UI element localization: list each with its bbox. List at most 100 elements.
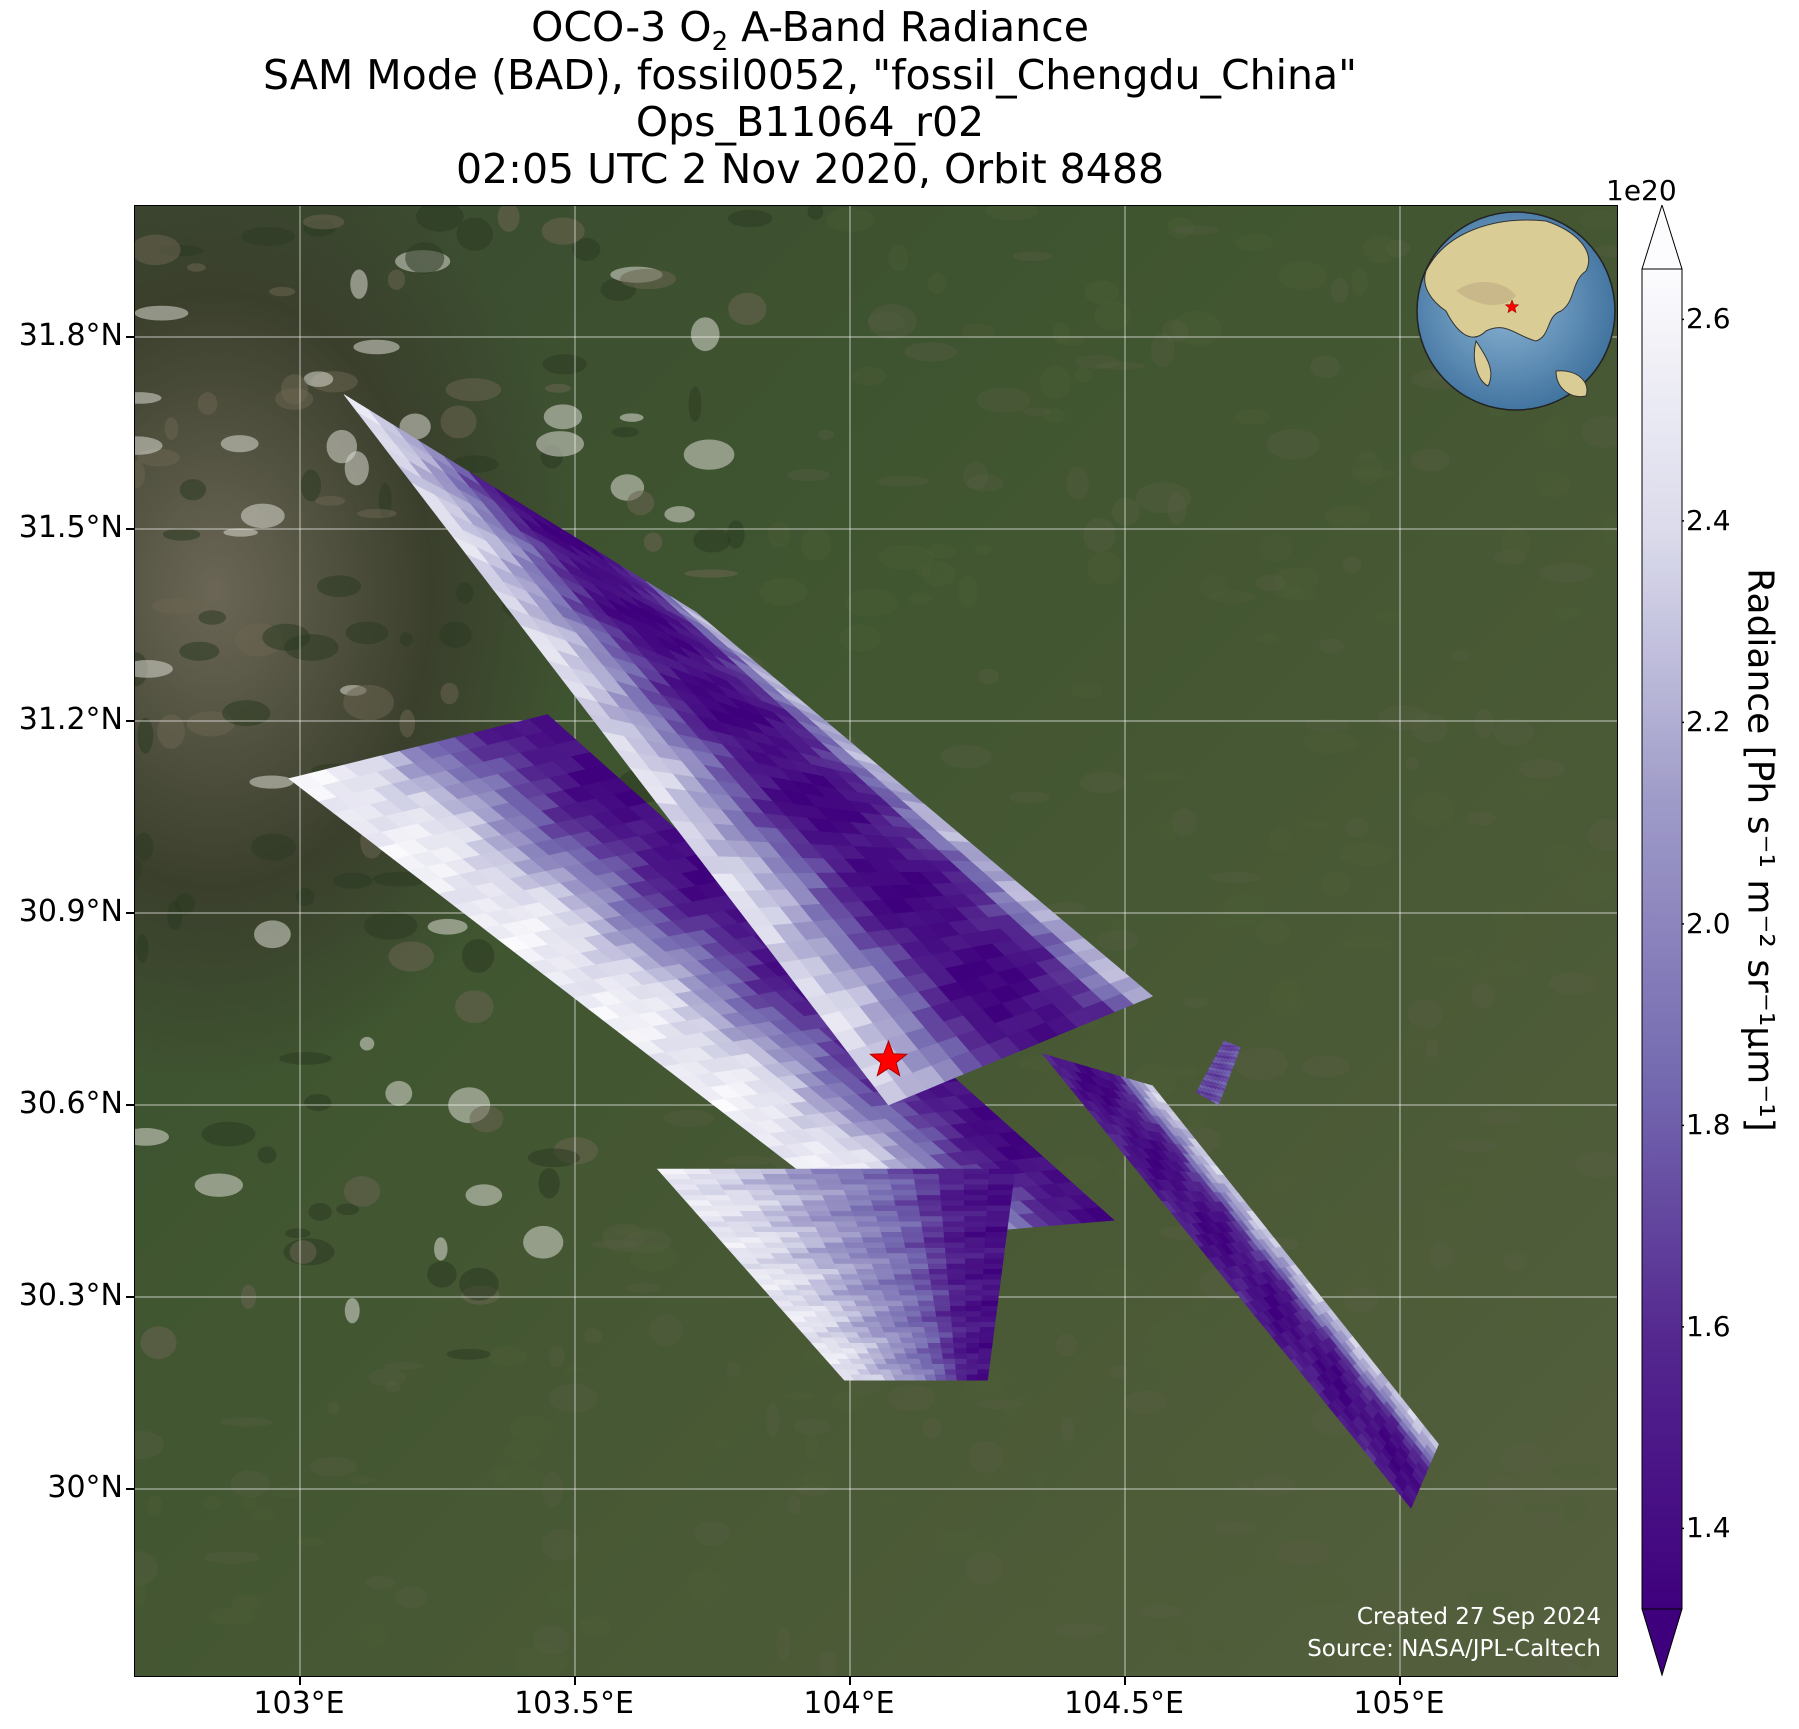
radiance-cell — [721, 1216, 749, 1223]
terrain-patch — [456, 217, 494, 251]
terrain-patch — [179, 479, 207, 501]
radiance-cell — [686, 1173, 717, 1180]
terrain-patch — [564, 1365, 584, 1374]
radiance-cell — [803, 1242, 828, 1249]
radiance-cell — [834, 1295, 855, 1302]
terrain-patch — [584, 1328, 603, 1344]
radiance-cell — [821, 1274, 844, 1281]
terrain-patch — [1552, 1464, 1603, 1480]
colorbar-max-extend — [1641, 205, 1683, 270]
terrain-patch — [208, 1607, 256, 1626]
radiance-cell — [965, 1305, 982, 1312]
longitude-tick-mark — [299, 1677, 301, 1685]
radiance-cell — [938, 1179, 965, 1186]
radiance-cell — [1082, 1207, 1115, 1222]
terrain-patch — [1236, 1480, 1249, 1490]
terrain-patch — [1431, 1177, 1475, 1197]
terrain-patch — [385, 1080, 413, 1106]
radiance-cell — [743, 1216, 770, 1223]
radiance-cell — [984, 1237, 1007, 1244]
terrain-patch — [399, 709, 416, 738]
colorbar[interactable] — [1640, 205, 1684, 1677]
terrain-patch — [399, 632, 413, 647]
terrain-patch — [385, 1381, 401, 1393]
radiance-cell — [943, 1226, 966, 1233]
radiance-cell — [862, 1173, 891, 1180]
radiance-cell — [938, 1168, 965, 1175]
terrain-patch — [963, 461, 989, 490]
radiance-cell — [826, 1205, 853, 1212]
terrain-patch — [345, 621, 389, 645]
radiance-cell — [872, 1205, 898, 1212]
radiance-cell — [782, 1242, 808, 1249]
terrain-patch — [1054, 1623, 1108, 1637]
radiance-cell — [964, 1210, 988, 1217]
radiance-cell — [966, 1353, 980, 1360]
radiance-cell — [795, 1189, 824, 1196]
radiance-cell — [944, 1369, 957, 1376]
terrain-patch — [1310, 355, 1341, 379]
terrain-patch — [541, 1528, 580, 1561]
radiance-cell — [890, 1184, 917, 1191]
radiance-cell — [964, 1216, 988, 1223]
terrain-patch — [758, 578, 808, 606]
terrain-patch — [1235, 409, 1271, 425]
terrain-patch — [1543, 1494, 1559, 1506]
terrain-patch — [249, 775, 294, 789]
radiance-cell — [985, 1226, 1008, 1233]
radiance-cell — [869, 1300, 889, 1307]
terrain-patch — [627, 490, 655, 516]
terrain-patch — [1189, 1286, 1210, 1312]
title-line-4: 02:05 UTC 2 Nov 2020, Orbit 8488 — [455, 145, 1165, 193]
radiance-cell — [847, 1200, 874, 1207]
terrain-patch — [1566, 869, 1616, 903]
radiance-cell — [873, 1269, 895, 1275]
terrain-patch — [1434, 1184, 1480, 1206]
terrain-patch — [1183, 997, 1209, 1008]
terrain-patch — [343, 684, 395, 721]
terrain-patch — [805, 1430, 818, 1461]
radiance-cell — [926, 1258, 948, 1265]
radiance-cell — [866, 1184, 893, 1191]
radiance-cell — [762, 1173, 792, 1180]
radiance-cell — [835, 1168, 864, 1175]
radiance-cell — [916, 1195, 942, 1201]
radiance-cell — [943, 1364, 957, 1370]
radiance-cell — [666, 1179, 697, 1186]
target-star-icon[interactable] — [869, 1039, 908, 1077]
terrain-patch — [179, 641, 220, 661]
radiance-cell — [772, 1226, 798, 1233]
map-panel[interactable]: Created 27 Sep 2024 Source: NASA/JPL-Cal… — [134, 205, 1618, 1677]
radiance-cell — [812, 1258, 836, 1265]
radiance-cell — [952, 1337, 967, 1344]
radiance-cell — [939, 1337, 954, 1344]
terrain-patch — [831, 1391, 866, 1412]
radiance-cell — [904, 1311, 923, 1318]
terrain-patch — [1273, 567, 1320, 591]
radiance-cell — [923, 1237, 946, 1244]
terrain-patch — [579, 1615, 612, 1637]
radiance-cell — [966, 1358, 979, 1365]
radiance-cell — [901, 1232, 925, 1238]
terrain-patch — [359, 1036, 375, 1051]
terrain-patch — [968, 1538, 994, 1564]
radiance-cell — [777, 1200, 805, 1207]
terrain-patch — [1255, 918, 1291, 946]
terrain-patch — [643, 532, 663, 552]
radiance-cell — [670, 1184, 701, 1191]
terrain-patch — [174, 892, 196, 915]
radiance-cell — [828, 1253, 852, 1260]
radiance-cell — [964, 1226, 987, 1233]
terrain-patch — [723, 1155, 773, 1166]
radiance-cell — [942, 1353, 956, 1360]
terrain-patch — [1311, 1205, 1338, 1239]
terrain-patch — [1273, 585, 1304, 599]
radiance-cell — [703, 1195, 733, 1201]
terrain-patch — [1138, 1589, 1190, 1617]
radiance-cell — [986, 1210, 1010, 1217]
radiance-cell — [740, 1179, 770, 1186]
terrain-patch — [1477, 1601, 1523, 1631]
radiance-cell — [656, 1168, 688, 1175]
radiance-cell — [867, 1295, 887, 1302]
radiance-cell — [812, 1221, 838, 1228]
